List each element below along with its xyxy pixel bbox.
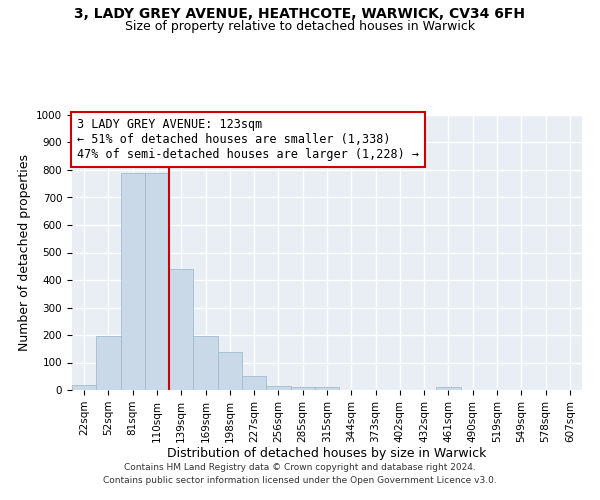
Bar (145, 174, 169, 390)
Bar (218, 352, 242, 390)
Text: 3, LADY GREY AVENUE, HEATHCOTE, WARWICK, CV34 6FH: 3, LADY GREY AVENUE, HEATHCOTE, WARWICK,… (74, 8, 526, 22)
Bar (72, 385, 96, 390)
Bar (436, 386, 461, 390)
Bar (242, 376, 266, 390)
X-axis label: Distribution of detached houses by size in Warwick: Distribution of detached houses by size … (167, 448, 487, 460)
Bar (290, 386, 315, 390)
Text: Contains public sector information licensed under the Open Government Licence v3: Contains public sector information licen… (103, 476, 497, 485)
Bar (193, 336, 218, 390)
Bar (96, 336, 121, 390)
Text: Contains HM Land Registry data © Crown copyright and database right 2024.: Contains HM Land Registry data © Crown c… (124, 464, 476, 472)
Bar (121, 174, 145, 390)
Text: 3 LADY GREY AVENUE: 123sqm
← 51% of detached houses are smaller (1,338)
47% of s: 3 LADY GREY AVENUE: 123sqm ← 51% of deta… (77, 118, 419, 161)
Y-axis label: Number of detached properties: Number of detached properties (17, 154, 31, 351)
Bar (315, 386, 339, 390)
Bar (266, 386, 290, 390)
Bar (169, 269, 193, 390)
Text: Size of property relative to detached houses in Warwick: Size of property relative to detached ho… (125, 20, 475, 33)
